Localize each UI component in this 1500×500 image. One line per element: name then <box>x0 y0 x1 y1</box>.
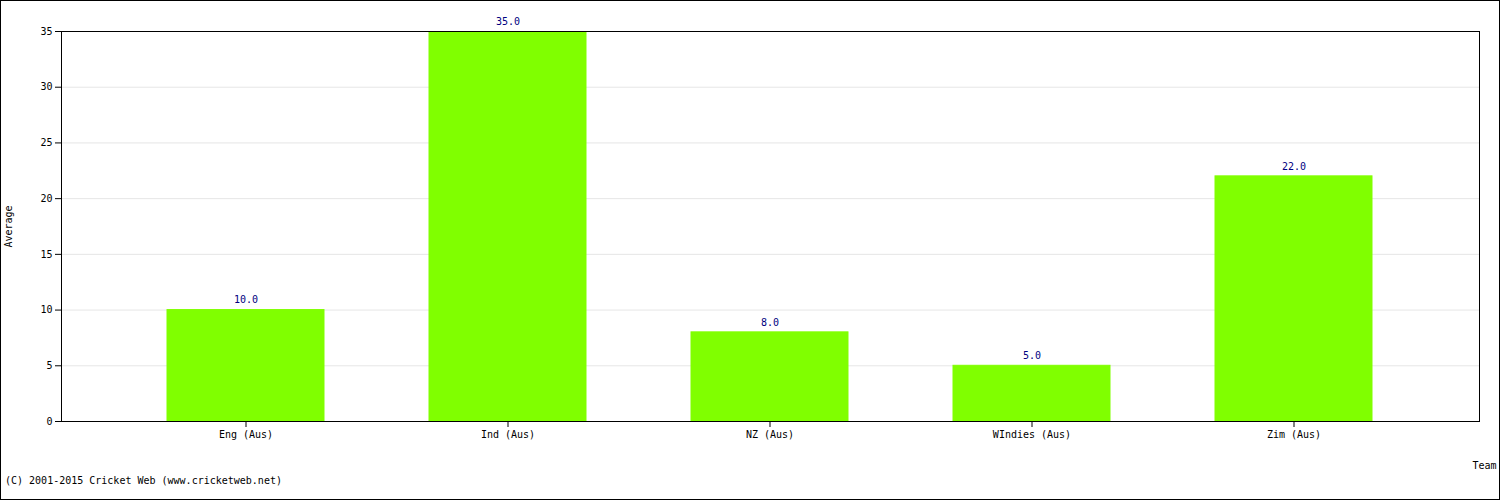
svg-text:Zim (Aus): Zim (Aus) <box>1267 429 1321 440</box>
svg-text:15: 15 <box>40 249 52 260</box>
svg-text:NZ (Aus): NZ (Aus) <box>746 429 794 440</box>
svg-text:35: 35 <box>40 26 52 37</box>
html-text:(C) 2001-2015 Cricket Web (www: (C) 2001-2015 Cricket Web (www.cricketwe… <box>5 475 282 486</box>
svg-text:Team: Team <box>1472 460 1496 471</box>
svg-text:10: 10 <box>40 304 52 315</box>
svg-text:5.0: 5.0 <box>1023 350 1041 361</box>
svg-text:22.0: 22.0 <box>1282 161 1306 172</box>
svg-text:Average: Average <box>3 205 14 247</box>
svg-text:Ind (Aus): Ind (Aus) <box>481 429 535 440</box>
svg-text:10.0: 10.0 <box>234 294 258 305</box>
svg-text:20: 20 <box>40 193 52 204</box>
svg-text:0: 0 <box>46 416 52 427</box>
svg-text:8.0: 8.0 <box>761 317 779 328</box>
svg-text:25: 25 <box>40 137 52 148</box>
svg-text:5: 5 <box>46 360 52 371</box>
svg-text:35.0: 35.0 <box>496 16 520 27</box>
svg-text:Eng (Aus): Eng (Aus) <box>219 429 273 440</box>
svg-text:30: 30 <box>40 81 52 92</box>
svg-text:WIndies (Aus): WIndies (Aus) <box>993 429 1071 440</box>
